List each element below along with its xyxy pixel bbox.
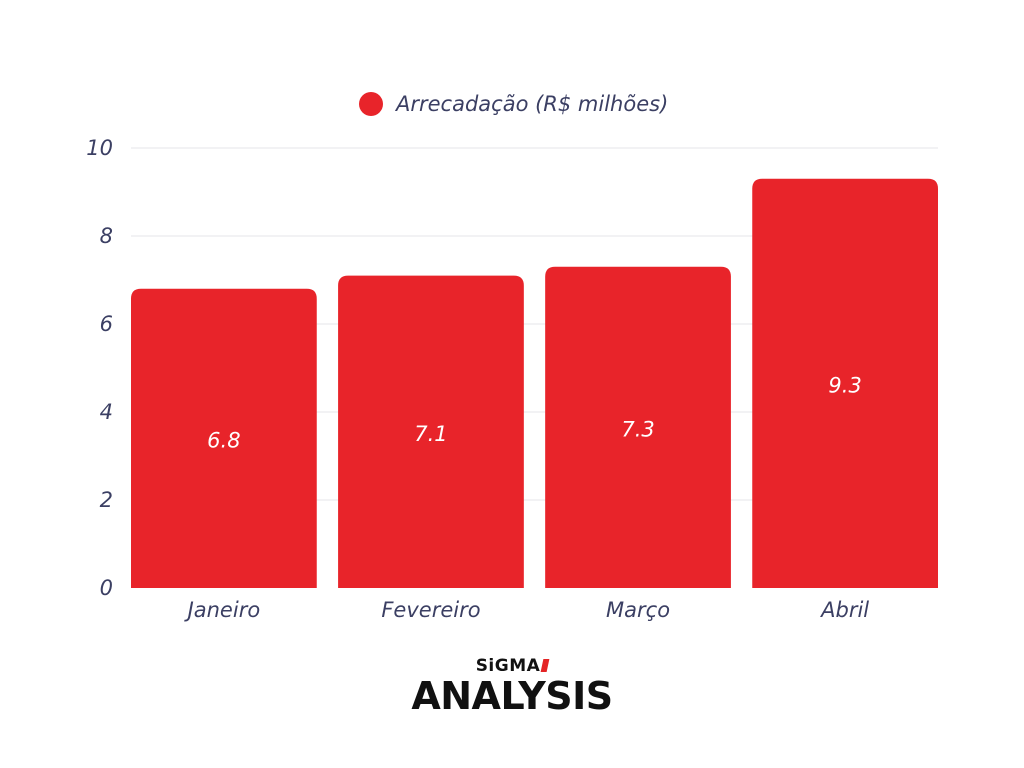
bar [545,266,731,588]
bar-value-label: 7.3 [621,417,654,441]
logo-top-text: SiGMA [475,656,541,676]
x-axis: Janeiro Fevereiro Março Abril [184,598,870,622]
bar [131,288,317,588]
data-labels: 6.8 7.1 7.3 9.3 [207,373,862,452]
y-tick-label: 0 [100,576,113,600]
logo-bottom-text: ANALYSIS [411,674,613,718]
y-tick-label: 6 [100,312,113,336]
y-tick-label: 10 [86,136,113,160]
legend-marker [359,92,383,116]
x-tick-label: Fevereiro [381,598,480,622]
legend: Arrecadação (R$ milhões) [359,92,668,116]
logo-mark-icon [540,659,550,672]
legend-label: Arrecadação (R$ milhões) [394,92,668,116]
x-tick-label: Janeiro [184,598,261,622]
bar-value-label: 9.3 [828,373,861,397]
y-tick-label: 2 [100,488,113,512]
y-tick-label: 4 [100,400,113,424]
bar-value-label: 7.1 [414,422,447,446]
x-tick-label: Abril [819,598,869,622]
bar [338,275,524,588]
y-tick-label: 8 [100,224,113,248]
y-axis: 0 2 4 6 8 10 [86,136,113,600]
bars [131,178,938,589]
x-tick-label: Março [606,598,670,622]
sigma-analysis-logo: SiGMA ANALYSIS [380,652,644,722]
bar [752,178,938,589]
bar-value-label: 6.8 [207,428,240,452]
